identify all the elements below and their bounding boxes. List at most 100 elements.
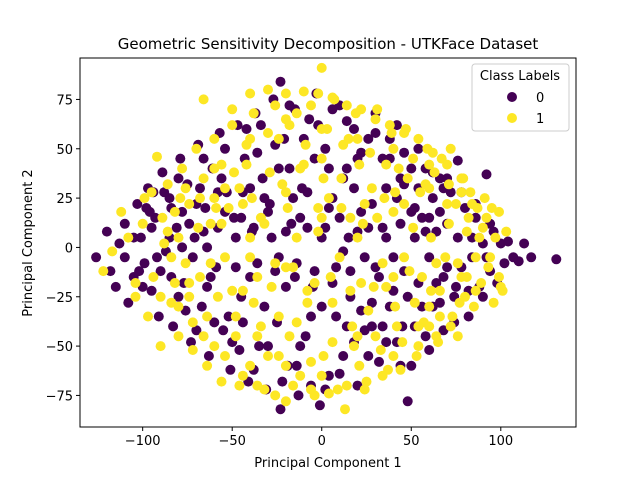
point-class-1-149 (198, 94, 209, 105)
point-class-1-10 (159, 238, 170, 249)
point-class-0-165 (263, 341, 273, 352)
point-class-1-160 (384, 120, 395, 131)
point-class-1-216 (209, 163, 220, 174)
point-class-1-263 (424, 183, 435, 194)
point-class-1-137 (372, 212, 383, 223)
point-class-0-265 (343, 232, 354, 243)
point-class-1-159 (370, 114, 381, 125)
point-class-1-66 (357, 218, 368, 229)
point-class-1-61 (340, 404, 350, 415)
legend-box (471, 63, 570, 132)
point-class-0-120 (155, 266, 166, 277)
point-class-1-32 (237, 370, 248, 381)
point-class-1-206 (452, 331, 463, 342)
point-class-1-67 (361, 376, 372, 387)
point-class-1-55 (318, 351, 329, 361)
point-class-1-158 (356, 104, 367, 115)
point-class-1-107 (494, 206, 504, 217)
y-axis-label: Principal Component 2 (21, 169, 36, 316)
point-class-1-161 (399, 128, 410, 138)
point-class-1-175 (377, 370, 388, 381)
point-class-1-147 (461, 226, 472, 237)
point-class-0-246 (259, 193, 270, 204)
point-class-1-201 (399, 199, 410, 209)
point-class-0-5 (119, 218, 130, 229)
point-class-0-2 (105, 266, 116, 277)
point-class-0-249 (295, 212, 306, 223)
point-class-1-117 (193, 222, 204, 233)
y-axis: −75 −50 −25 0 25 50 75 (46, 93, 80, 404)
point-class-1-191 (291, 232, 302, 243)
point-class-1-213 (180, 183, 191, 194)
point-class-0-160 (220, 143, 230, 154)
point-class-1-198 (366, 183, 377, 194)
point-class-0-237 (434, 206, 445, 217)
point-class-0-43 (257, 173, 268, 184)
point-class-1-60 (336, 173, 347, 184)
point-class-0-119 (146, 222, 157, 233)
point-class-1-29 (227, 120, 238, 131)
point-class-1-249 (173, 301, 184, 312)
point-class-0-132 (252, 147, 263, 158)
point-class-0-15 (157, 167, 168, 178)
point-class-1-227 (327, 297, 338, 308)
point-class-1-44 (280, 396, 291, 407)
point-class-0-72 (356, 206, 367, 217)
point-class-1-99 (476, 278, 487, 288)
point-class-1-48 (295, 370, 306, 381)
point-class-1-75 (390, 301, 401, 312)
point-class-1-193 (313, 226, 324, 237)
point-class-1-190 (280, 187, 291, 198)
point-class-1-119 (211, 203, 222, 213)
point-class-0-223 (334, 212, 345, 223)
point-class-1-72 (379, 193, 390, 204)
point-class-1-82 (415, 187, 426, 198)
point-class-0-67 (338, 351, 349, 361)
point-class-1-127 (282, 203, 293, 213)
point-class-0-226 (356, 305, 367, 316)
point-class-0-205 (198, 153, 209, 164)
point-class-1-133 (336, 203, 347, 213)
point-class-1-74 (386, 128, 397, 138)
point-class-0-134 (266, 232, 277, 243)
point-class-0-137 (288, 193, 299, 204)
point-class-1-143 (426, 232, 436, 243)
x-tick-label: −100 (125, 434, 161, 449)
point-class-1-68 (365, 147, 376, 158)
point-class-1-114 (166, 252, 177, 263)
point-class-1-154 (298, 86, 309, 97)
point-class-0-215 (263, 206, 273, 217)
point-class-0-220 (309, 266, 320, 277)
point-class-0-260 (452, 232, 463, 243)
point-class-1-96 (465, 187, 476, 198)
point-class-1-248 (460, 291, 470, 302)
point-class-0-263 (236, 212, 247, 223)
point-class-1-59 (332, 384, 343, 395)
point-class-0-179 (363, 351, 374, 361)
point-class-1-150 (227, 104, 238, 115)
point-class-0-212 (237, 317, 248, 328)
point-class-1-224 (295, 163, 306, 174)
point-class-0-150 (381, 183, 392, 194)
point-class-0-6 (123, 297, 134, 308)
point-class-1-225 (306, 356, 316, 367)
point-class-0-68 (341, 163, 352, 174)
point-class-0-156 (424, 252, 435, 263)
point-class-1-239 (456, 272, 467, 282)
point-class-0-136 (280, 281, 291, 292)
point-class-1-27 (220, 351, 230, 361)
point-class-0-269 (119, 252, 130, 263)
point-class-1-255 (388, 351, 399, 361)
point-class-1-109 (481, 212, 492, 223)
point-class-1-86 (429, 167, 440, 178)
point-class-1-218 (230, 331, 241, 342)
point-class-1-222 (273, 133, 284, 144)
point-class-1-233 (391, 321, 402, 332)
point-class-0-1 (101, 226, 112, 237)
point-class-0-238 (442, 262, 453, 273)
chart-title: Geometric Sensitivity Decomposition - UT… (118, 35, 539, 53)
point-class-0-248 (284, 163, 295, 174)
point-class-1-20 (195, 272, 205, 282)
point-class-1-121 (229, 167, 239, 178)
